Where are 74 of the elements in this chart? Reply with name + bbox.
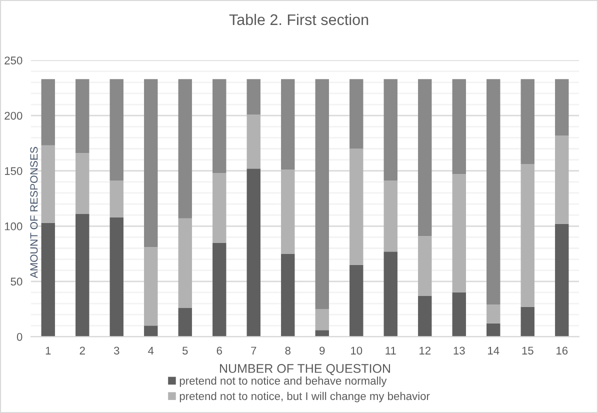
bar — [520, 79, 534, 164]
bar — [350, 79, 364, 149]
legend-label: pretend not to notice and behave normally — [180, 376, 387, 387]
bar — [418, 296, 432, 337]
x-tick-label: 14 — [488, 346, 500, 354]
bar — [384, 79, 398, 181]
x-tick-label: 15 — [522, 346, 534, 355]
bar — [178, 218, 192, 308]
bar — [76, 79, 90, 154]
bar — [315, 79, 329, 310]
bar — [212, 173, 226, 243]
bar — [350, 264, 364, 337]
bar — [144, 247, 158, 326]
x-tick-label: 16 — [556, 346, 568, 355]
bar — [418, 79, 432, 236]
bar — [486, 304, 500, 324]
y-tick-label: 200 — [4, 112, 22, 120]
x-tick-label: 11 — [386, 346, 396, 354]
x-axis-title: NUMBER OF THE QUESTION — [220, 364, 390, 376]
y-tick-label: 100 — [4, 222, 22, 230]
bar — [246, 114, 260, 169]
bar — [110, 79, 124, 181]
x-tick-label: 13 — [454, 346, 465, 355]
bar — [144, 326, 158, 337]
bar — [555, 79, 569, 136]
bar — [315, 309, 329, 330]
bar — [555, 135, 569, 224]
bar — [76, 153, 90, 214]
bar — [486, 323, 500, 337]
bar — [212, 79, 226, 174]
bar — [418, 236, 432, 296]
y-tick-label: 150 — [4, 167, 22, 175]
x-tick-label: 6 — [216, 346, 222, 355]
bar — [555, 224, 569, 337]
y-axis-title: AMOUNT OF RESPONSES — [30, 146, 38, 278]
bar — [384, 180, 398, 252]
bar — [41, 145, 55, 223]
x-tick-label: 10 — [351, 346, 362, 355]
bar — [144, 79, 158, 248]
legend-label: pretend not to notice, but I will change my behavior — [180, 392, 430, 402]
chart-title: Table 2. First section — [229, 14, 368, 26]
x-tick-label: 9 — [320, 346, 325, 355]
bar — [486, 79, 500, 305]
bar — [41, 79, 55, 146]
bar — [452, 79, 466, 174]
bar — [76, 214, 90, 337]
bar — [281, 79, 295, 170]
y-tick-label: 0 — [16, 332, 22, 341]
bar — [281, 170, 295, 254]
bar — [246, 79, 260, 114]
x-tick-label: 4 — [148, 346, 154, 354]
bar — [110, 180, 124, 218]
bar — [281, 254, 295, 337]
x-tick-label: 1 — [46, 346, 51, 354]
y-tick-label: 50 — [10, 278, 22, 286]
bar — [520, 164, 534, 307]
x-tick-label: 12 — [420, 346, 430, 354]
bar — [452, 174, 466, 292]
x-tick-label: 2 — [80, 346, 85, 354]
bar — [246, 168, 260, 337]
x-tick-label: 5 — [182, 346, 188, 355]
bar — [350, 148, 364, 265]
bar — [452, 292, 466, 337]
bar — [178, 308, 192, 337]
bar — [178, 79, 192, 218]
bar — [520, 306, 534, 337]
bar — [110, 217, 124, 337]
bar — [212, 242, 226, 337]
bar — [41, 222, 55, 337]
x-tick-label: 8 — [285, 346, 290, 355]
bar — [384, 252, 398, 337]
x-tick-label: 3 — [114, 346, 120, 355]
x-tick-label: 7 — [251, 346, 256, 354]
y-tick-label: 250 — [4, 56, 22, 64]
